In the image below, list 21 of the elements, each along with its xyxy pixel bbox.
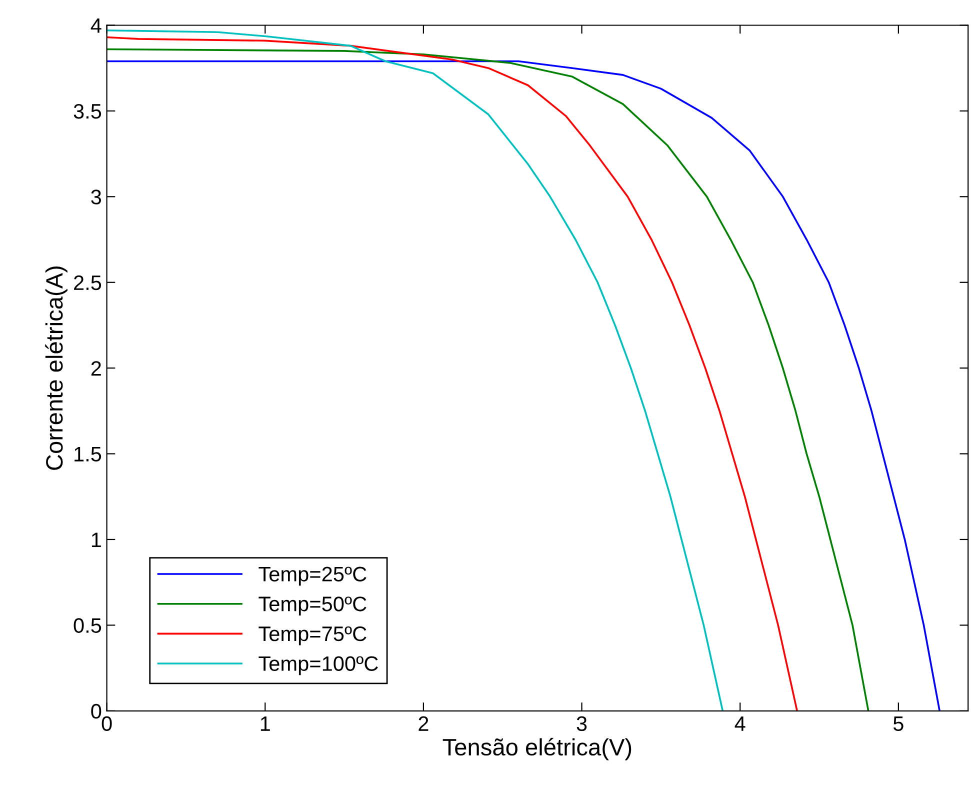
legend-label: Temp=50ºC [258, 596, 366, 616]
x-tick-label: 4 [734, 716, 746, 731]
x-tick-label: 3 [576, 716, 587, 732]
y-tick-label: 1.5 [74, 446, 102, 462]
legend-label: Temp=25ºC [258, 566, 366, 586]
y-tick-label: 3.5 [74, 104, 102, 119]
y-tick-label: 0 [91, 704, 102, 719]
x-axis-title: Tensão elétrica(V) [442, 738, 632, 760]
y-axis-title: Corrente elétrica(A) [45, 266, 68, 470]
y-tick-label: 0.5 [74, 618, 102, 633]
x-tick-label: 2 [418, 716, 428, 731]
y-tick-label: 2.5 [74, 275, 102, 290]
legend-label: Temp=100ºC [258, 656, 378, 676]
x-tick-label: 5 [893, 716, 904, 732]
x-tick-label: 0 [102, 716, 112, 732]
legend-label: Temp=75ºC [258, 626, 366, 646]
y-tick-label: 3 [91, 190, 102, 204]
y-tick-label: 4 [90, 18, 102, 33]
y-tick-label: 1 [92, 532, 101, 548]
x-tick-label: 1 [260, 716, 270, 731]
y-tick-label: 2 [91, 361, 101, 376]
